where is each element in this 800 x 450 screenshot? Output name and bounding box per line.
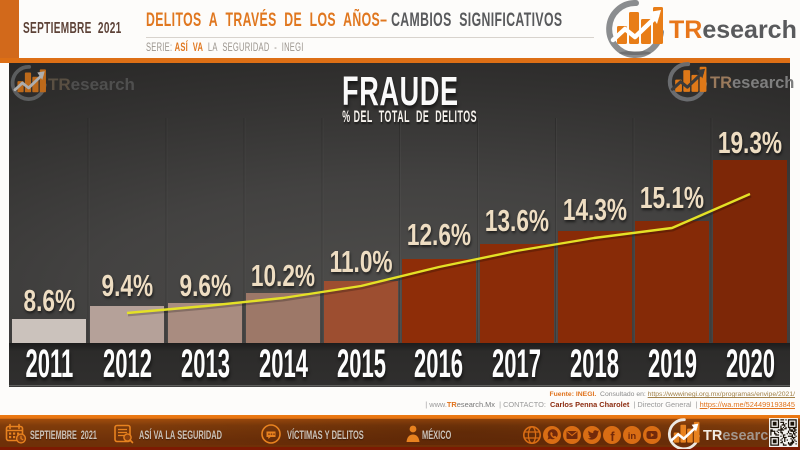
svg-text:TResearch: TResearch	[669, 16, 797, 44]
svg-text:f: f	[610, 430, 615, 444]
svg-text:TResearch: TResearch	[710, 74, 794, 92]
svg-text:TResearch: TResearch	[48, 75, 135, 94]
svg-text:in: in	[628, 431, 637, 442]
svg-text:TResearch: TResearch	[703, 428, 776, 444]
